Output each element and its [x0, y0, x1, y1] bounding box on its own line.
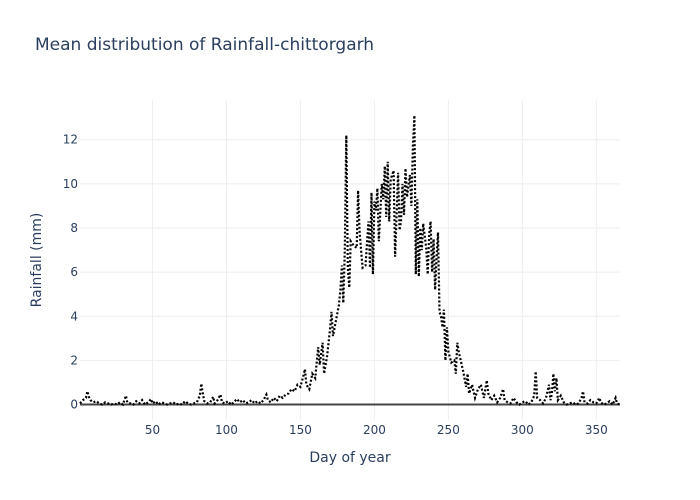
y-axis-title: Rainfall (mm): [29, 213, 45, 308]
y-tick-label: 4: [70, 309, 78, 323]
x-tick-label: 350: [585, 423, 608, 437]
y-tick-label: 10: [63, 177, 78, 191]
x-tick-label: 150: [289, 423, 312, 437]
y-tick-label: 2: [70, 353, 78, 367]
y-tick-label: 0: [70, 398, 78, 412]
x-axis-ticks: 50 100 150 200 250 300 350: [145, 423, 608, 437]
x-tick-label: 100: [215, 423, 238, 437]
y-tick-label: 12: [63, 133, 78, 147]
y-axis-ticks: 0 2 4 6 8 10 12: [63, 133, 78, 412]
y-tick-label: 8: [70, 221, 78, 235]
y-gridlines: [80, 139, 620, 406]
chart-title: Mean distribution of Rainfall-chittorgar…: [35, 35, 374, 55]
x-tick-label: 50: [145, 423, 160, 437]
series-line: [79, 115, 621, 407]
y-tick-label: 6: [70, 265, 78, 279]
x-gridlines: [151, 100, 597, 420]
x-axis-title: Day of year: [309, 450, 391, 466]
x-tick-label: 200: [363, 423, 386, 437]
x-tick-label: 300: [511, 423, 534, 437]
x-tick-label: 250: [437, 423, 460, 437]
